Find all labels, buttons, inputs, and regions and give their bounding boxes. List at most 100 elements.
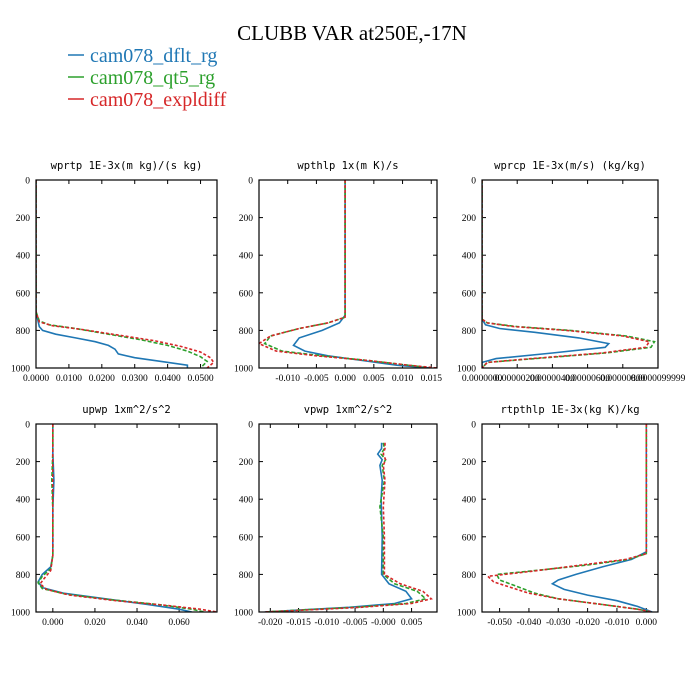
legend-label-dflt: cam078_dflt_rg	[90, 45, 217, 67]
x-tick-label: 0.0000099999	[631, 374, 686, 384]
x-tick-label: 0.0300	[122, 374, 148, 384]
series-line-expldiff	[36, 180, 215, 368]
y-tick-label: 800	[239, 571, 254, 581]
series-line-expldiff	[39, 424, 217, 612]
panel-title: rtpthlp 1E-3x(kg K)/kg	[500, 404, 639, 416]
plot-frame	[481, 423, 659, 613]
x-tick-label: 0.000	[42, 618, 64, 628]
y-tick-label: 200	[239, 458, 254, 468]
x-tick-label: -0.005	[343, 618, 368, 628]
panel-title: wpthlp 1x(m K)/s	[297, 160, 398, 172]
x-tick-label: 0.000	[636, 618, 658, 628]
figure-title: CLUBB VAR at250E,-17N	[237, 21, 467, 45]
x-tick-label: 0.0500	[187, 374, 213, 384]
x-tick-label: 0.020	[84, 618, 106, 628]
y-tick-label: 400	[16, 496, 31, 506]
y-tick-label: 800	[239, 327, 254, 337]
y-tick-label: 0	[248, 421, 253, 431]
plot-frame	[35, 423, 218, 613]
series-line-dflt	[550, 424, 653, 612]
x-tick-label: -0.020	[258, 618, 283, 628]
x-tick-label: -0.020	[575, 618, 600, 628]
series-line-qt5	[495, 424, 653, 612]
x-tick-label: 0.0100	[56, 374, 82, 384]
y-tick-label: 400	[16, 252, 31, 262]
y-tick-label: 1000	[234, 609, 253, 619]
y-tick-label: 800	[16, 327, 31, 337]
x-tick-label: -0.030	[546, 618, 571, 628]
x-tick-label: 0.040	[126, 618, 148, 628]
x-tick-label: -0.010	[605, 618, 630, 628]
y-tick-label: 600	[239, 289, 254, 299]
x-tick-label: 0.060	[168, 618, 190, 628]
y-tick-label: 600	[16, 533, 31, 543]
x-tick-label: 0.000	[334, 374, 356, 384]
series-line-expldiff	[259, 180, 437, 368]
x-tick-label: 0.005	[363, 374, 385, 384]
series-line-dflt	[482, 180, 611, 368]
y-tick-label: 400	[239, 252, 254, 262]
series-line-qt5	[264, 442, 428, 612]
legend-label-expldiff: cam078_expldiff	[90, 89, 227, 111]
panel-title: upwp 1xm^2/s^2	[82, 404, 171, 416]
panel-6: rtpthlp 1E-3x(kg K)/kg 0 200 400 600 800 1000 -…	[457, 404, 659, 628]
y-tick-label: 0	[471, 421, 476, 431]
y-tick-label: 1000	[11, 609, 30, 619]
y-tick-label: 1000	[11, 365, 30, 375]
y-tick-label: 200	[462, 214, 477, 224]
y-tick-label: 400	[239, 496, 254, 506]
series-line-qt5	[36, 180, 209, 368]
series-line-qt5	[263, 180, 432, 368]
y-tick-label: 800	[462, 571, 477, 581]
panel-4: upwp 1xm^2/s^2 0 200 400 600 800 1000 0.000 0.02…	[11, 404, 218, 628]
panel-title: vpwp 1xm^2/s^2	[304, 404, 393, 416]
y-tick-label: 600	[16, 289, 31, 299]
y-tick-label: 400	[462, 252, 477, 262]
x-tick-label: 0.015	[421, 374, 443, 384]
x-tick-label: 0.00000200	[495, 374, 540, 384]
x-tick-label: 0.00000800	[600, 374, 645, 384]
x-tick-label: -0.000	[371, 618, 396, 628]
plot-frame	[481, 179, 659, 369]
y-tick-label: 200	[16, 214, 31, 224]
x-tick-label: 0.0000000	[462, 374, 503, 384]
panel-title: wprcp 1E-3x(m/s) (kg/kg)	[494, 160, 646, 172]
x-tick-label: 0.00000400	[530, 374, 575, 384]
x-tick-label: 0.00000600	[565, 374, 610, 384]
x-tick-label: -0.050	[487, 618, 512, 628]
y-tick-label: 600	[239, 533, 254, 543]
series-line-dflt	[37, 424, 192, 612]
series-line-qt5	[482, 180, 656, 368]
series-line-qt5	[37, 424, 205, 612]
plot-frame	[35, 179, 218, 369]
y-tick-label: 400	[462, 496, 477, 506]
series-line-expldiff	[264, 442, 433, 612]
x-tick-label: 0.0400	[155, 374, 181, 384]
panel-title: wprtp 1E-3x(m kg)/(s kg)	[51, 160, 203, 172]
legend-label-qt5: cam078_qt5_rg	[90, 67, 215, 89]
series-line-dflt	[264, 442, 413, 612]
series-line-dflt	[36, 180, 189, 368]
x-tick-label: -0.005	[304, 374, 329, 384]
series-line-dflt	[292, 180, 432, 368]
y-tick-label: 0	[471, 177, 476, 187]
x-tick-label: 0.0000	[23, 374, 49, 384]
y-tick-label: 200	[239, 214, 254, 224]
x-tick-label: -0.040	[517, 618, 542, 628]
x-tick-label: -0.010	[275, 374, 300, 384]
plot-frame	[258, 423, 438, 613]
legend: cam078_dflt_rg cam078_qt5_rg cam078_expl…	[68, 45, 227, 111]
y-tick-label: 0	[25, 421, 30, 431]
y-tick-label: 200	[462, 458, 477, 468]
y-tick-label: 0	[25, 177, 30, 187]
x-tick-label: -0.015	[286, 618, 311, 628]
y-tick-label: 0	[248, 177, 253, 187]
y-tick-label: 600	[462, 289, 477, 299]
y-tick-label: 200	[16, 458, 31, 468]
panels: wprtp 1E-3x(m kg)/(s kg) 0 200 400 600 800 100…	[11, 160, 686, 628]
x-tick-label: 0.0200	[89, 374, 115, 384]
panel-1: wprtp 1E-3x(m kg)/(s kg) 0 200 400 600 800 100…	[11, 160, 218, 384]
x-tick-label: -0.010	[315, 618, 340, 628]
